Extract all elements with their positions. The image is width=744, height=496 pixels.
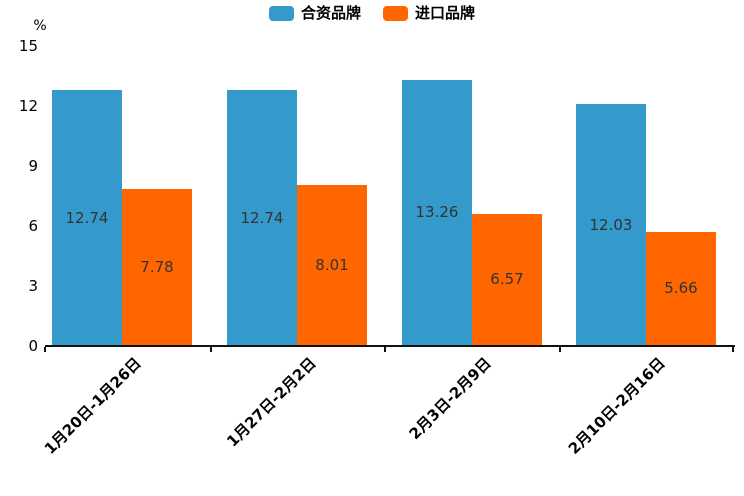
x-axis-tick xyxy=(210,347,212,352)
bar-value-label: 7.78 xyxy=(140,258,174,277)
bar-进口品牌-1月27日-2月2日[interactable] xyxy=(297,184,367,345)
x-category-label: 1月27日-2月2日 xyxy=(223,354,320,451)
x-axis-tick xyxy=(384,347,386,352)
y-axis-unit-label: % xyxy=(33,18,47,34)
bar-value-label: 6.57 xyxy=(490,270,524,289)
bar-value-label: 12.74 xyxy=(240,208,284,227)
y-tick-label: 0 xyxy=(28,337,38,355)
chart-legend: 合资品牌 进口品牌 xyxy=(0,6,744,21)
legend-swatch-icon xyxy=(268,6,294,21)
legend-label: 进口品牌 xyxy=(415,4,476,22)
x-category-label: 1月20日-1月26日 xyxy=(40,354,145,458)
bar-value-label: 13.26 xyxy=(415,203,459,222)
legend-item-1[interactable]: 进口品牌 xyxy=(383,6,475,21)
bar-进口品牌-2月3日-2月9日[interactable] xyxy=(472,213,542,345)
bar-进口品牌-2月10日-2月16日[interactable] xyxy=(646,231,716,345)
bar-value-label: 5.66 xyxy=(664,279,698,298)
x-axis-line xyxy=(45,345,735,347)
legend-label: 合资品牌 xyxy=(300,4,361,22)
bar-合资品牌-2月3日-2月9日[interactable] xyxy=(402,79,472,345)
x-category-label: 2月3日-2月9日 xyxy=(405,354,495,444)
bar-合资品牌-1月20日-1月26日[interactable] xyxy=(52,90,122,345)
x-axis-tick xyxy=(44,347,46,352)
y-tick-label: 9 xyxy=(28,157,38,175)
x-category-label: 2月10日-2月16日 xyxy=(564,354,669,458)
y-tick-label: 15 xyxy=(18,37,38,55)
bar-value-label: 12.74 xyxy=(65,208,109,227)
y-tick-label: 3 xyxy=(28,277,38,295)
y-tick-label: 12 xyxy=(18,97,38,115)
bar-value-label: 12.03 xyxy=(589,215,633,234)
bar-合资品牌-1月27日-2月2日[interactable] xyxy=(227,90,297,345)
legend-item-0[interactable]: 合资品牌 xyxy=(268,4,361,22)
bar-合资品牌-2月10日-2月16日[interactable] xyxy=(576,104,646,345)
y-tick-label: 6 xyxy=(28,217,38,235)
legend-swatch-icon xyxy=(383,6,408,21)
bar-进口品牌-1月20日-1月26日[interactable] xyxy=(122,189,192,345)
bar-value-label: 8.01 xyxy=(315,255,349,274)
x-axis-tick xyxy=(732,347,734,352)
x-axis-tick xyxy=(559,347,561,352)
